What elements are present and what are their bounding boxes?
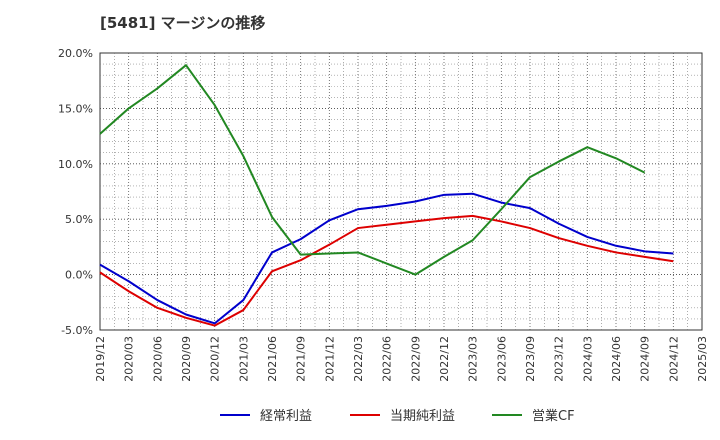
x-tick-label: 2023/12 bbox=[553, 336, 566, 382]
y-tick-label: 15.0% bbox=[58, 102, 93, 115]
series-line-1 bbox=[99, 192, 674, 325]
x-tick-label: 2023/09 bbox=[524, 336, 537, 382]
x-tick-label: 2021/03 bbox=[237, 336, 250, 382]
x-tick-label: 2024/12 bbox=[667, 336, 680, 382]
y-tick-label: 10.0% bbox=[58, 158, 93, 171]
x-tick-label: 2023/03 bbox=[467, 336, 480, 382]
x-tick-label: 2019/12 bbox=[94, 336, 107, 382]
grid-lines bbox=[100, 53, 702, 330]
x-tick-label: 2022/03 bbox=[352, 336, 365, 382]
y-tick-label: 5.0% bbox=[65, 213, 93, 226]
chart-title: [5481] マージンの推移 bbox=[100, 14, 266, 32]
y-tick-label: -5.0% bbox=[61, 324, 93, 337]
x-tick-label: 2024/03 bbox=[581, 336, 594, 382]
y-tick-label: 0.0% bbox=[65, 269, 93, 282]
x-tick-label: 2020/06 bbox=[151, 336, 164, 382]
x-tick-label: 2022/06 bbox=[381, 336, 394, 382]
x-tick-label: 2024/06 bbox=[610, 336, 623, 382]
legend-label: 営業CF bbox=[532, 408, 575, 424]
x-tick-label: 2021/06 bbox=[266, 336, 279, 382]
y-tick-label: 20.0% bbox=[58, 47, 93, 60]
series-line-2 bbox=[99, 214, 674, 327]
series-lines bbox=[99, 64, 674, 327]
x-tick-label: 2023/06 bbox=[495, 336, 508, 382]
x-tick-label: 2021/12 bbox=[323, 336, 336, 382]
x-tick-label: 2021/09 bbox=[295, 336, 308, 382]
x-tick-label: 2022/12 bbox=[438, 336, 451, 382]
x-tick-label: 2020/12 bbox=[209, 336, 222, 382]
axis-labels: -5.0% 0.0% 5.0% 10.0% 15.0% 20.0% 2019/12 2020/… bbox=[58, 47, 709, 382]
legend: 経常利益 当期純利益 営業CF bbox=[220, 408, 575, 424]
x-tick-label: 2025/03 bbox=[696, 336, 709, 382]
x-tick-label: 2020/03 bbox=[123, 336, 136, 382]
x-tick-label: 2024/09 bbox=[639, 336, 652, 382]
legend-label: 経常利益 bbox=[260, 409, 312, 424]
series-line-3 bbox=[99, 64, 646, 276]
x-tick-label: 2022/09 bbox=[409, 336, 422, 382]
x-tick-label: 2020/09 bbox=[180, 336, 193, 382]
legend-label: 当期純利益 bbox=[390, 409, 455, 424]
